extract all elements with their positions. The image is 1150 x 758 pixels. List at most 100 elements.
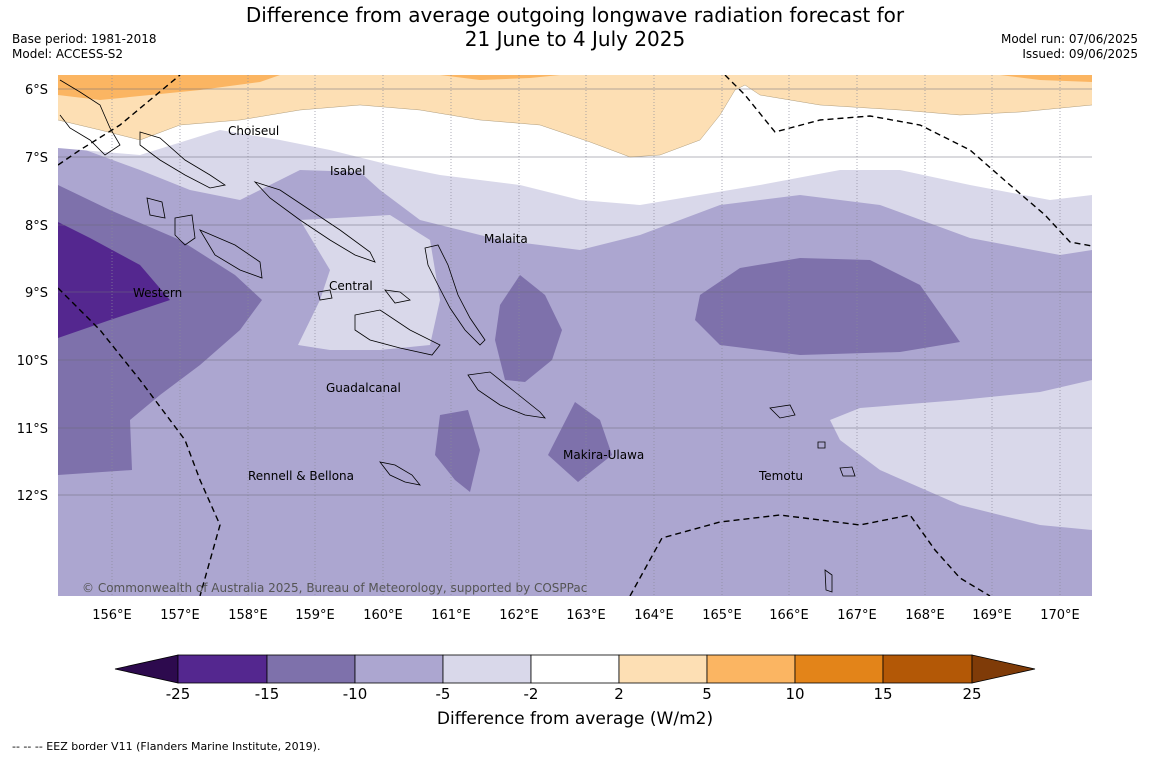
lat-label: 8°S (25, 219, 48, 234)
field-patch-rennell (435, 410, 480, 492)
lat-label: 10°S (17, 354, 48, 369)
island-makira (467, 371, 546, 419)
lon-label: 169°E (972, 608, 1012, 623)
colorbar-tick: -5 (436, 685, 451, 703)
field-patch-east (695, 258, 960, 355)
field-patch-plus5-b (440, 75, 560, 80)
model-name: Model: ACCESS-S2 (12, 47, 124, 61)
colorbar-ticks: -25 -15 -10 -5 -2 2 5 10 15 25 (166, 685, 982, 703)
lat-label: 11°S (17, 422, 48, 437)
colorbar-tick: 5 (702, 685, 712, 703)
colorbar-tick: 15 (873, 685, 892, 703)
field-patch-malaita-south (495, 275, 562, 382)
province-label-central: Central (329, 279, 373, 293)
island-guadalcanal (354, 309, 441, 356)
colorbar-segment (530, 654, 620, 684)
colorbar-arrow-right (971, 654, 1036, 684)
province-label-western: Western (133, 286, 182, 300)
island-malaita (424, 244, 486, 346)
province-label-rennell-bellona: Rennell & Bellona (248, 469, 354, 483)
island-isabel (253, 181, 376, 263)
island-choiseul (139, 131, 227, 189)
field-band-minus15 (58, 222, 170, 338)
field-patch-plus5-c (1000, 75, 1092, 82)
colorbar-segment (354, 654, 444, 684)
colorbar-segment (706, 654, 796, 684)
lon-label: 166°E (769, 608, 809, 623)
field-patch-makira (548, 402, 612, 482)
colorbar-segment (618, 654, 708, 684)
island-rennell (379, 461, 421, 486)
lon-label: 168°E (905, 608, 945, 623)
colorbar-segment (266, 654, 356, 684)
colorbar-label: Difference from average (W/m2) (436, 709, 714, 729)
model-run: Model run: 07/06/2025 (1000, 32, 1138, 46)
lon-label: 157°E (160, 608, 200, 623)
colorbar-segment (442, 654, 532, 684)
contour-lines (58, 84, 1092, 158)
colorbar: -25 -15 -10 -5 -2 2 5 10 15 25 (114, 654, 1036, 703)
island-temotu-south (839, 466, 856, 477)
island-bougainville (59, 79, 121, 156)
province-label-isabel: Isabel (330, 164, 365, 178)
province-label-temotu: Temotu (758, 469, 803, 483)
lat-label: 9°S (25, 286, 48, 301)
lon-label: 167°E (837, 608, 877, 623)
meta-left: Base period: 1981-2018 Model: ACCESS-S2 (12, 32, 157, 62)
title-line-1: Difference from average outgoing longwav… (245, 3, 905, 27)
island-new-georgia-b (199, 229, 263, 279)
coastlines (59, 79, 856, 593)
issued-date: Issued: 09/06/2025 (1022, 47, 1138, 61)
province-label-choiseul: Choiseul (228, 124, 279, 138)
lat-labels: 6°S 7°S 8°S 9°S 10°S 11°S 12°S (17, 83, 48, 504)
colorbar-tick: -10 (343, 685, 368, 703)
lon-label: 161°E (431, 608, 471, 623)
lat-label: 6°S (25, 83, 48, 98)
field-patch-temotu (830, 380, 1092, 530)
lon-label: 158°E (228, 608, 268, 623)
lon-label: 162°E (499, 608, 539, 623)
lon-label: 164°E (634, 608, 674, 623)
chart-title: Difference from average outgoing longwav… (200, 3, 950, 51)
colorbar-tick: 10 (785, 685, 804, 703)
lat-label: 12°S (17, 489, 48, 504)
lon-label: 159°E (295, 608, 335, 623)
colorbar-tick: -2 (524, 685, 539, 703)
lon-label: 160°E (363, 608, 403, 623)
colorbar-tick: -25 (166, 685, 191, 703)
colorbar-segment (882, 654, 973, 684)
copyright-text: © Commonwealth of Australia 2025, Bureau… (82, 581, 587, 595)
province-label-guadalcanal: Guadalcanal (326, 381, 401, 395)
province-labels: Choiseul Isabel Malaita Western Central … (133, 124, 803, 483)
colorbar-segment (177, 654, 268, 684)
colorbar-segment (794, 654, 884, 684)
map-area: Choiseul Isabel Malaita Western Central … (58, 75, 1092, 596)
lon-labels: 156°E 157°E 158°E 159°E 160°E 161°E 162°… (92, 608, 1080, 623)
colorbar-tick: -15 (255, 685, 280, 703)
island-santa-cruz (769, 404, 796, 419)
lon-label: 165°E (702, 608, 742, 623)
island-vella (146, 197, 166, 219)
field-band-plus2 (58, 75, 1092, 157)
title-line-2: 21 June to 4 July 2025 (464, 27, 686, 51)
lon-label: 163°E (566, 608, 606, 623)
base-period: Base period: 1981-2018 (12, 32, 157, 46)
island-temotu-c (817, 441, 826, 449)
island-florida (384, 289, 411, 304)
meta-right: Model run: 07/06/2025 Issued: 09/06/2025 (1001, 32, 1138, 62)
island-russell (317, 289, 333, 301)
lon-label: 156°E (92, 608, 132, 623)
eez-footnote: -- -- -- EEZ border V11 (Flanders Marine… (12, 740, 321, 753)
colorbar-tick: 2 (614, 685, 624, 703)
field-patch-central (298, 215, 440, 350)
lat-label: 7°S (25, 151, 48, 166)
eez-border (58, 75, 1092, 596)
island-temotu-d (824, 569, 833, 593)
lon-label: 170°E (1040, 608, 1080, 623)
province-label-makira-ulawa: Makira-Ulawa (563, 448, 644, 462)
latitude-lines (58, 88, 1092, 496)
province-label-malaita: Malaita (484, 232, 528, 246)
colorbar-arrow-left (114, 654, 179, 684)
island-new-georgia (174, 214, 196, 246)
